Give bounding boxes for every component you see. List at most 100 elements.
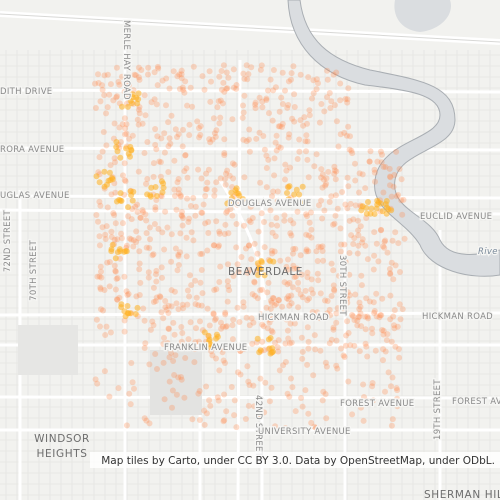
dot xyxy=(257,347,264,354)
dot xyxy=(299,355,306,362)
dot xyxy=(389,374,396,381)
dot xyxy=(246,217,253,224)
dot xyxy=(295,304,302,311)
dot xyxy=(331,170,338,177)
dot xyxy=(147,193,154,200)
dot xyxy=(269,250,276,257)
dot xyxy=(352,177,359,184)
dot xyxy=(241,75,248,82)
dot xyxy=(128,236,135,243)
dot xyxy=(305,410,312,417)
dot xyxy=(344,174,351,181)
dot xyxy=(283,167,290,174)
dot xyxy=(352,291,359,298)
dot xyxy=(196,388,203,394)
dot xyxy=(322,359,329,366)
dot xyxy=(309,309,316,315)
dot xyxy=(386,165,393,172)
dot xyxy=(187,319,194,326)
dot xyxy=(166,135,173,142)
dot xyxy=(361,394,367,400)
dot xyxy=(321,207,328,214)
dot xyxy=(265,279,272,286)
dot xyxy=(386,266,393,272)
dot xyxy=(201,421,208,428)
dot xyxy=(149,252,156,259)
dot xyxy=(274,188,281,195)
dot xyxy=(272,84,279,91)
dot xyxy=(371,308,378,314)
dot xyxy=(165,326,172,332)
street-label: 30TH STREET xyxy=(337,255,347,316)
dot xyxy=(363,343,370,350)
dot xyxy=(111,212,118,218)
dot xyxy=(223,323,230,330)
dot xyxy=(122,178,129,185)
dot xyxy=(287,217,294,224)
dot xyxy=(268,221,275,228)
dot xyxy=(108,248,115,255)
dot xyxy=(318,174,325,181)
dot xyxy=(142,112,149,119)
dot xyxy=(190,63,197,70)
dot xyxy=(293,186,300,193)
dot xyxy=(178,212,185,219)
dot xyxy=(188,282,195,289)
dot xyxy=(170,68,177,75)
dot xyxy=(158,135,165,142)
dot xyxy=(306,219,313,226)
dot xyxy=(297,252,304,259)
dot xyxy=(390,183,397,190)
dot xyxy=(223,69,230,76)
dot xyxy=(135,106,142,113)
dot xyxy=(388,193,395,200)
dot xyxy=(252,292,258,299)
dot xyxy=(97,323,103,330)
dot xyxy=(268,297,274,304)
dot xyxy=(291,320,298,327)
dot xyxy=(331,167,338,174)
dot xyxy=(339,189,346,195)
dot xyxy=(285,102,292,108)
dot xyxy=(96,233,103,240)
dot xyxy=(292,408,299,415)
dot xyxy=(371,252,378,259)
dot xyxy=(382,201,389,208)
dot xyxy=(154,366,160,372)
dot xyxy=(215,243,222,250)
dot xyxy=(392,343,399,350)
dot xyxy=(168,349,175,356)
dot xyxy=(256,129,263,136)
dot xyxy=(289,384,296,391)
dot xyxy=(241,92,248,99)
street-label: FOREST AVE xyxy=(452,397,500,407)
dot xyxy=(285,335,292,342)
dot xyxy=(346,271,353,278)
dot xyxy=(101,92,108,99)
dot xyxy=(354,322,361,329)
dot xyxy=(118,235,125,242)
dot xyxy=(166,378,173,385)
dot xyxy=(378,312,385,319)
dot xyxy=(104,71,111,78)
dot xyxy=(331,286,338,293)
dot xyxy=(384,331,391,338)
dot xyxy=(201,86,208,93)
dot xyxy=(305,345,312,352)
dot xyxy=(130,237,137,244)
dot xyxy=(210,115,217,122)
dot xyxy=(240,299,247,306)
dot xyxy=(143,244,150,251)
dot xyxy=(145,269,152,276)
dot xyxy=(222,323,229,330)
dot xyxy=(356,313,363,320)
dot xyxy=(99,148,106,155)
dot xyxy=(299,183,306,190)
dot xyxy=(305,248,312,255)
dot xyxy=(298,334,305,341)
dot xyxy=(195,390,202,397)
dot xyxy=(257,406,263,412)
dot xyxy=(121,248,128,255)
dot xyxy=(230,66,237,73)
dot xyxy=(344,205,351,212)
